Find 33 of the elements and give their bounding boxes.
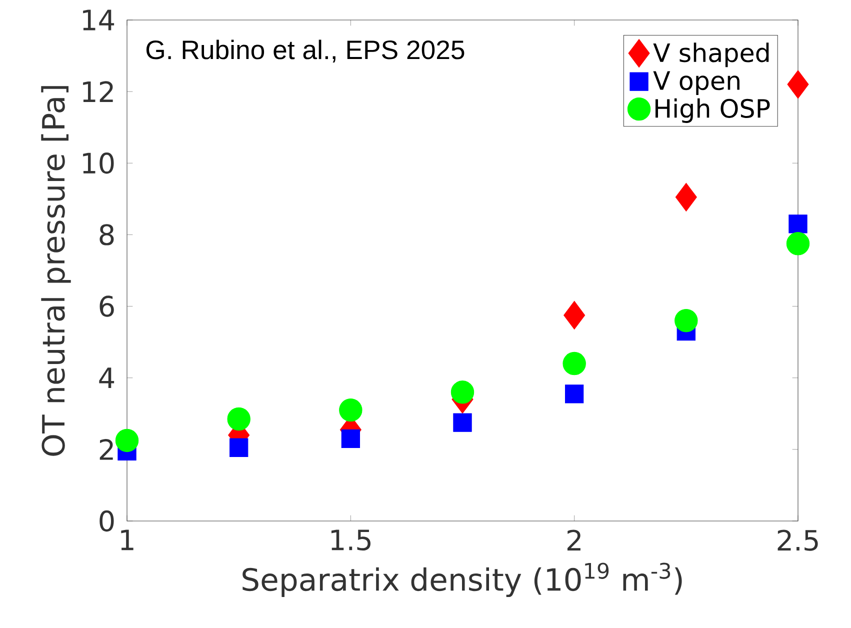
point <box>564 300 586 330</box>
x-tick-label: 1 <box>121 530 134 550</box>
y-tick-label: 6 <box>100 296 114 317</box>
y-tick-label: 14 <box>83 10 114 30</box>
point <box>788 214 808 234</box>
x-tick-label: 1.5 <box>331 530 370 551</box>
legend-label: High OSP <box>656 98 770 123</box>
y-tick-label: 0 <box>100 510 114 532</box>
point <box>341 429 360 448</box>
point <box>562 352 586 376</box>
point <box>564 384 584 404</box>
point <box>453 413 472 432</box>
y-axis-title: OT neutral pressure [Pa] <box>41 86 71 456</box>
point <box>339 398 362 422</box>
point <box>674 308 698 332</box>
x-tick-label: 2 <box>567 530 580 550</box>
point <box>786 232 810 256</box>
legend-label: V open <box>653 71 740 96</box>
x-axis-title: Separatrix density (10$^{19}$ m$^{-3}$) <box>242 562 682 598</box>
point <box>115 428 139 452</box>
point <box>450 380 474 404</box>
point <box>675 182 697 212</box>
x-tick-label: 2.5 <box>778 530 818 551</box>
point <box>227 407 250 431</box>
point <box>230 438 248 457</box>
y-tick-label: 8 <box>100 224 114 246</box>
y-tick-label: 10 <box>83 152 114 174</box>
point <box>787 70 809 99</box>
legend-label: V shaped <box>653 42 769 68</box>
y-tick-label: 12 <box>83 81 113 102</box>
y-tick-label: 4 <box>99 368 114 388</box>
annotation: G. Rubino et al., EPS 2025 <box>146 40 464 62</box>
y-tick-label: 2 <box>100 439 113 460</box>
